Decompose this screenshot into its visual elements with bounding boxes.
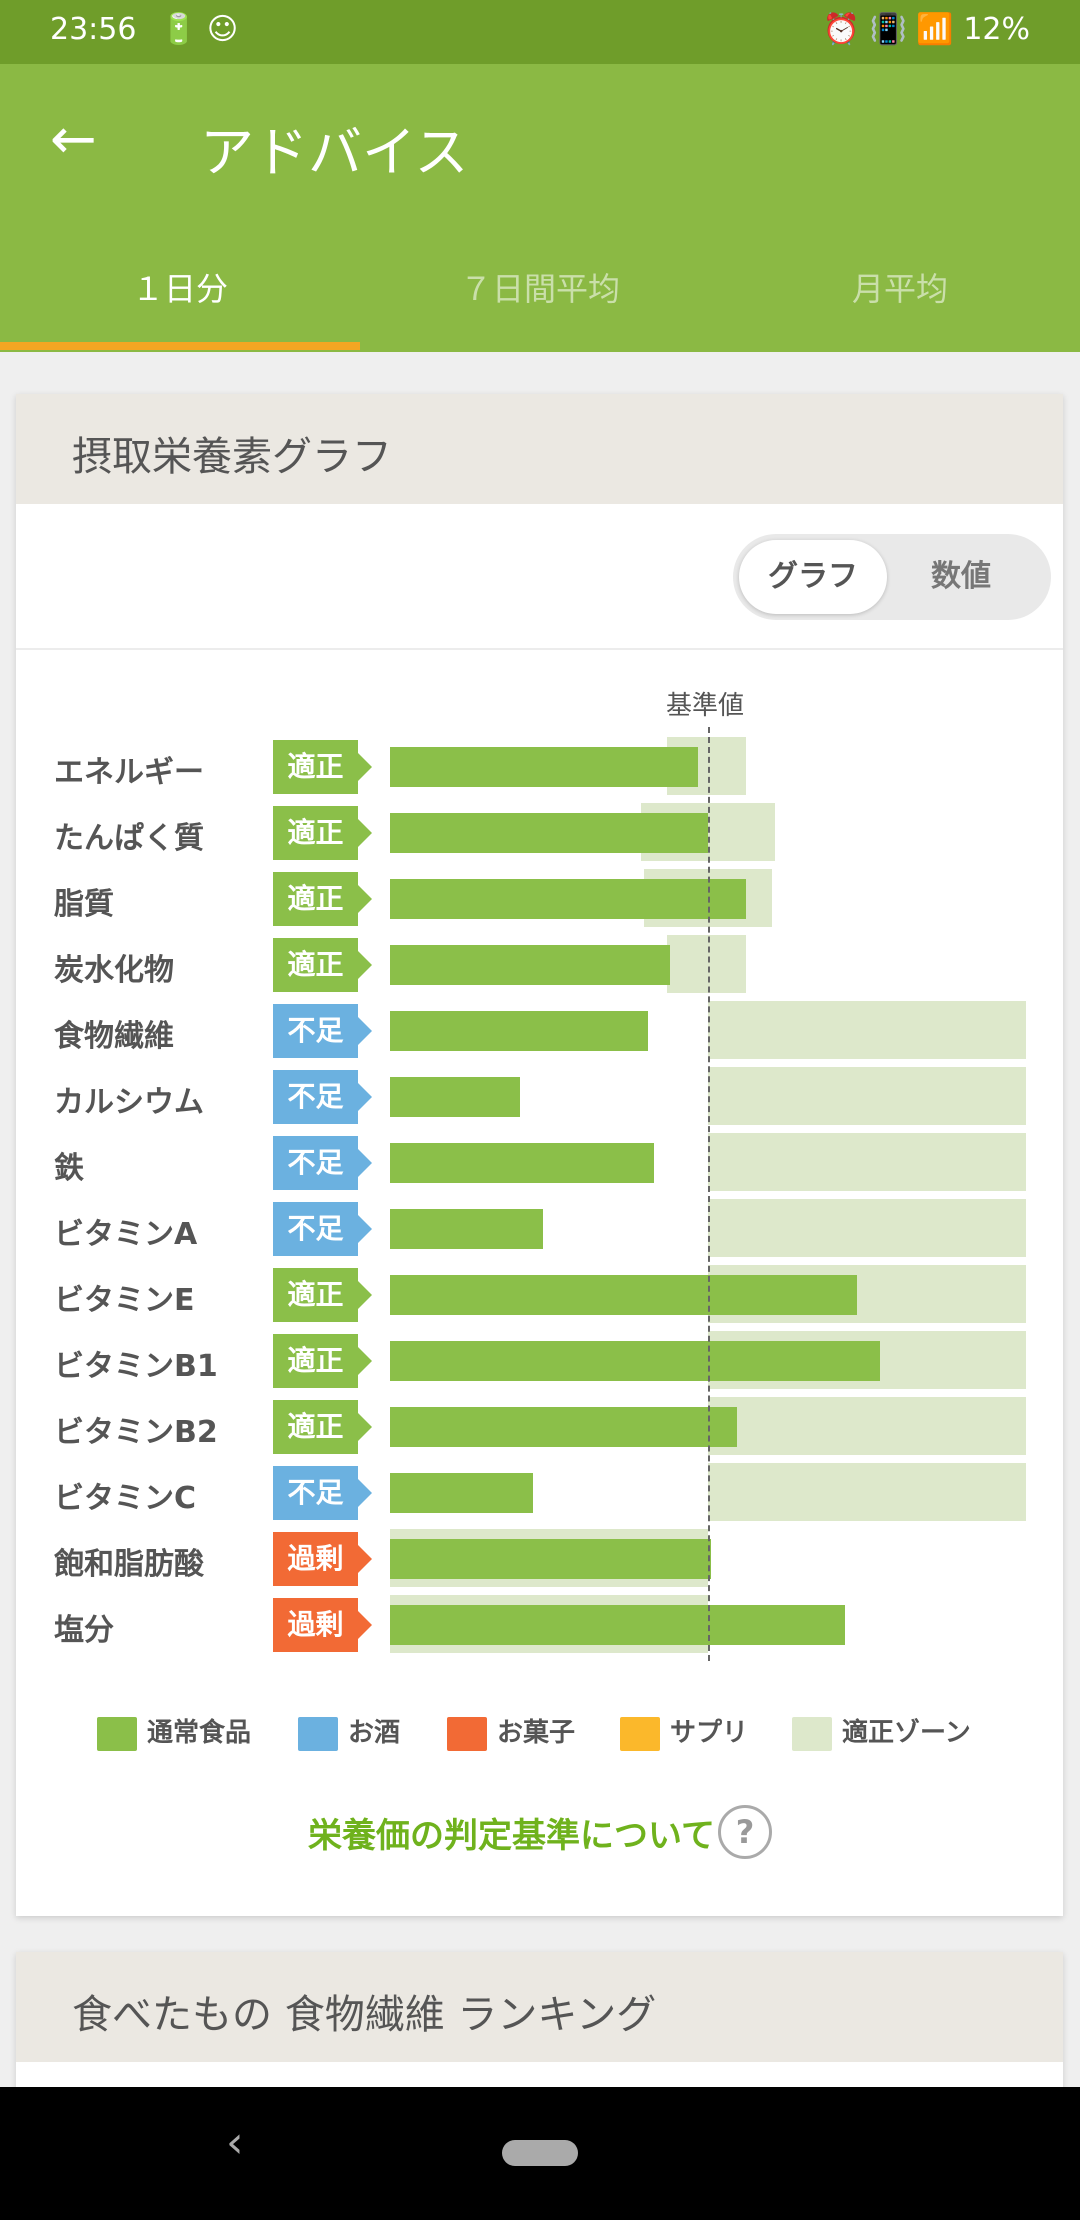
app-bar: ← アドバイス １日分 ７日間平均 月平均 bbox=[0, 64, 1080, 352]
legend-swatch bbox=[97, 1716, 137, 1751]
status-badge: 不足 bbox=[273, 1070, 372, 1124]
toggle-values[interactable]: 数値 bbox=[931, 559, 991, 594]
status-badge: 適正 bbox=[273, 1400, 372, 1454]
nutrient-label: ビタミンC bbox=[54, 1481, 197, 1516]
nutrient-bar bbox=[390, 1605, 845, 1645]
nav-home-pill[interactable] bbox=[502, 2140, 578, 2166]
nutrient-label: ビタミンB2 bbox=[54, 1415, 218, 1450]
status-badge: 適正 bbox=[273, 872, 372, 926]
legend-item: お菓子 bbox=[447, 1712, 575, 1751]
legend-label: 通常食品 bbox=[147, 1718, 252, 1748]
nutrient-label: エネルギー bbox=[54, 755, 204, 790]
nutrient-bar bbox=[390, 945, 670, 985]
nutrient-bar bbox=[390, 813, 708, 853]
nutrient-bar bbox=[390, 1011, 648, 1051]
nutrient-label: 飽和脂肪酸 bbox=[54, 1547, 204, 1582]
status-badge: 適正 bbox=[273, 1268, 372, 1322]
navigation-bar: ‹ bbox=[0, 2087, 1080, 2220]
status-badge: 適正 bbox=[273, 938, 372, 992]
nutrient-bar bbox=[390, 879, 747, 919]
status-badge: 不足 bbox=[273, 1202, 372, 1256]
adequate-zone bbox=[708, 1067, 1026, 1125]
reference-line bbox=[708, 727, 710, 1661]
divider bbox=[16, 648, 1063, 650]
view-toggle[interactable]: グラフ 数値 bbox=[733, 534, 1051, 620]
nutrient-label: ビタミンB1 bbox=[54, 1349, 218, 1384]
adequate-zone bbox=[708, 1463, 1026, 1521]
tab-daily[interactable]: １日分 bbox=[131, 270, 228, 308]
legend-swatch bbox=[298, 1716, 338, 1751]
status-notification-icons: 🔋 ☺ bbox=[160, 12, 239, 47]
legend-label: サプリ bbox=[670, 1718, 749, 1748]
legend-item: お酒 bbox=[298, 1712, 400, 1751]
nutrient-label: 炭水化物 bbox=[54, 953, 174, 988]
status-badge: 不足 bbox=[273, 1136, 372, 1190]
legend-label: 適正ゾーン bbox=[842, 1718, 971, 1748]
nutrient-label: 塩分 bbox=[54, 1613, 114, 1648]
tab-weekly-average[interactable]: ７日間平均 bbox=[459, 270, 620, 308]
nav-back-icon[interactable]: ‹ bbox=[226, 2117, 244, 2168]
arrow-left-icon: ← bbox=[50, 107, 97, 172]
nutrient-label: カルシウム bbox=[54, 1085, 204, 1120]
nutrient-bar bbox=[390, 1407, 737, 1447]
legend-swatch bbox=[792, 1716, 832, 1751]
tab-monthly-average[interactable]: 月平均 bbox=[851, 270, 948, 308]
status-badge: 適正 bbox=[273, 1334, 372, 1388]
legend-swatch bbox=[447, 1716, 487, 1751]
nutrient-label: 脂質 bbox=[54, 887, 114, 922]
legend-item: 通常食品 bbox=[97, 1712, 251, 1751]
page-title: アドバイス bbox=[200, 121, 469, 184]
status-right-icons: ⏰ 📳 📶 bbox=[822, 12, 954, 47]
nutrient-bar bbox=[390, 1209, 543, 1249]
nutrient-bar bbox=[390, 1143, 654, 1183]
nutrient-bar bbox=[390, 747, 699, 787]
status-badge: 過剰 bbox=[273, 1532, 372, 1586]
nutrient-label: ビタミンA bbox=[54, 1217, 198, 1252]
nutrient-bar bbox=[390, 1275, 858, 1315]
nutrient-label: ビタミンE bbox=[54, 1283, 195, 1318]
tab-indicator bbox=[0, 342, 360, 350]
card-header: 摂取栄養素グラフ bbox=[16, 394, 1063, 504]
adequate-zone bbox=[708, 1001, 1026, 1059]
status-badge: 適正 bbox=[273, 806, 372, 860]
card-header: 食べたもの 食物繊維 ランキング bbox=[16, 1952, 1063, 2062]
help-icon[interactable]: ? bbox=[718, 1805, 772, 1859]
card-title: 摂取栄養素グラフ bbox=[72, 434, 392, 480]
status-system-icons: ⏰ 📳 📶 12% bbox=[823, 12, 1030, 47]
nutrient-label: 食物繊維 bbox=[54, 1019, 174, 1054]
criteria-link[interactable]: 栄養価の判定基準について bbox=[308, 1816, 715, 1856]
legend-item: 適正ゾーン bbox=[792, 1712, 971, 1751]
legend-label: お酒 bbox=[348, 1718, 401, 1748]
card-title: 食べたもの 食物繊維 ランキング bbox=[72, 1992, 657, 2038]
nutrient-bar bbox=[390, 1077, 521, 1117]
back-button[interactable]: ← bbox=[50, 110, 110, 170]
status-badge: 過剰 bbox=[273, 1598, 372, 1652]
adequate-zone bbox=[666, 935, 747, 993]
nutrition-graph-card: 摂取栄養素グラフ グラフ 数値 基準値 エネルギー 適正 たんぱく質 適正 脂質 適正 炭水化… bbox=[16, 394, 1063, 1916]
nutrient-bar bbox=[390, 1539, 712, 1579]
toggle-graph[interactable]: グラフ bbox=[739, 540, 887, 614]
status-bar: 23:56 🔋 ☺ ⏰ 📳 📶 12% bbox=[0, 0, 1080, 64]
status-time: 23:56 bbox=[50, 12, 137, 47]
status-badge: 不足 bbox=[273, 1004, 372, 1058]
reference-label: 基準値 bbox=[666, 691, 745, 721]
legend-item: サプリ bbox=[620, 1712, 748, 1751]
legend-label: お菓子 bbox=[497, 1718, 576, 1748]
nutrient-bar bbox=[390, 1341, 880, 1381]
status-badge: 不足 bbox=[273, 1466, 372, 1520]
nutrient-label: 鉄 bbox=[54, 1151, 84, 1186]
adequate-zone bbox=[708, 1199, 1026, 1257]
battery-level: 12% bbox=[963, 12, 1030, 47]
adequate-zone bbox=[708, 1397, 1026, 1455]
legend-swatch bbox=[620, 1716, 660, 1751]
nutrient-bar bbox=[390, 1473, 534, 1513]
adequate-zone bbox=[708, 1133, 1026, 1191]
nutrient-label: たんぱく質 bbox=[54, 821, 204, 856]
status-badge: 適正 bbox=[273, 740, 372, 794]
